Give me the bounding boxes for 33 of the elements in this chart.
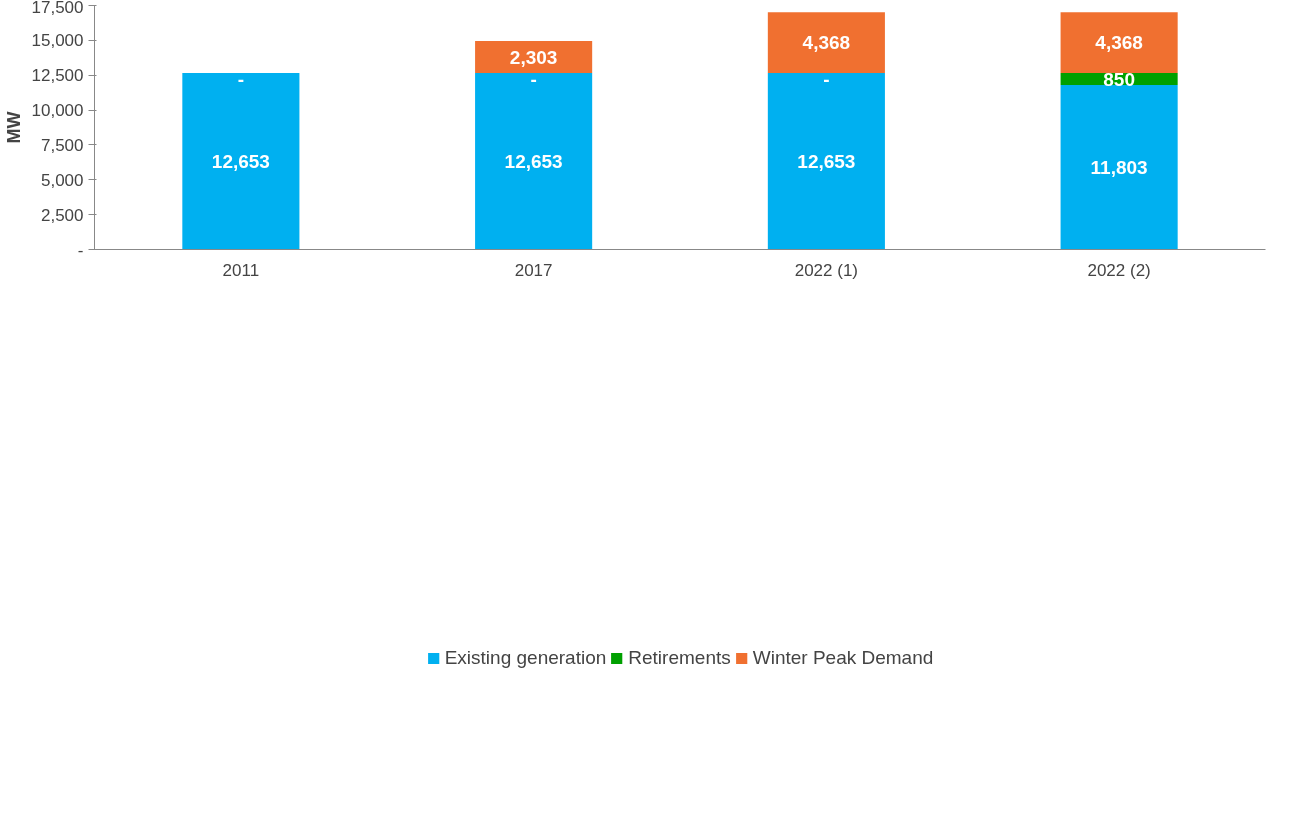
- data-label: 12,653: [211, 150, 270, 172]
- y-tick-label: -: [77, 240, 84, 260]
- bar: [767, 73, 885, 250]
- data-label: 4,368: [802, 32, 851, 54]
- x-tick-label: 2022 (1): [794, 260, 859, 280]
- data-label: -: [237, 69, 245, 91]
- x-tick-label: 2017: [514, 260, 553, 280]
- y-axis-title: MW: [3, 111, 24, 144]
- y-tick-label: 12,500: [31, 66, 84, 86]
- y-tick-label: 15,000: [31, 31, 84, 51]
- bar: [1060, 12, 1178, 74]
- data-label: 4,368: [1095, 32, 1143, 54]
- y-tick-label: 17,500: [31, 0, 84, 17]
- bar: [475, 73, 593, 250]
- bar: [767, 12, 885, 74]
- legend-label: Winter Peak Demand: [752, 646, 934, 669]
- data-label: -: [823, 69, 830, 91]
- legend-label: Retirements: [628, 646, 731, 669]
- bar: [182, 73, 300, 250]
- data-label: -: [530, 69, 537, 91]
- bar: [1060, 84, 1178, 250]
- x-tick-label: 2022 (2): [1087, 260, 1151, 280]
- y-tick-label: 2,500: [40, 205, 84, 225]
- y-tick-label: 5,000: [40, 170, 84, 190]
- legend-label: Existing generation: [444, 646, 607, 669]
- data-label: 11,803: [1090, 156, 1148, 178]
- data-label: 12,653: [504, 150, 563, 172]
- data-label: 2,303: [509, 46, 558, 68]
- y-tick-label: 7,500: [40, 135, 84, 155]
- data-label: 12,653: [797, 150, 856, 172]
- y-tick-label: 10,000: [31, 101, 84, 121]
- x-tick-label: 2011: [222, 260, 260, 280]
- data-label: 850: [1103, 68, 1135, 90]
